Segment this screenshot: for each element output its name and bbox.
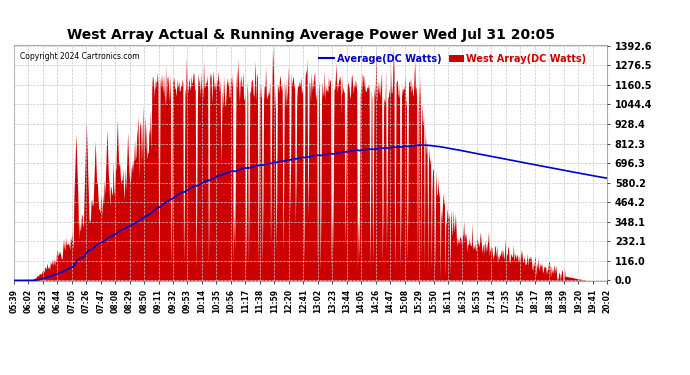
Legend: Average(DC Watts), West Array(DC Watts): Average(DC Watts), West Array(DC Watts) — [315, 50, 591, 68]
Text: Copyright 2024 Cartronics.com: Copyright 2024 Cartronics.com — [20, 52, 139, 61]
Title: West Array Actual & Running Average Power Wed Jul 31 20:05: West Array Actual & Running Average Powe… — [66, 28, 555, 42]
